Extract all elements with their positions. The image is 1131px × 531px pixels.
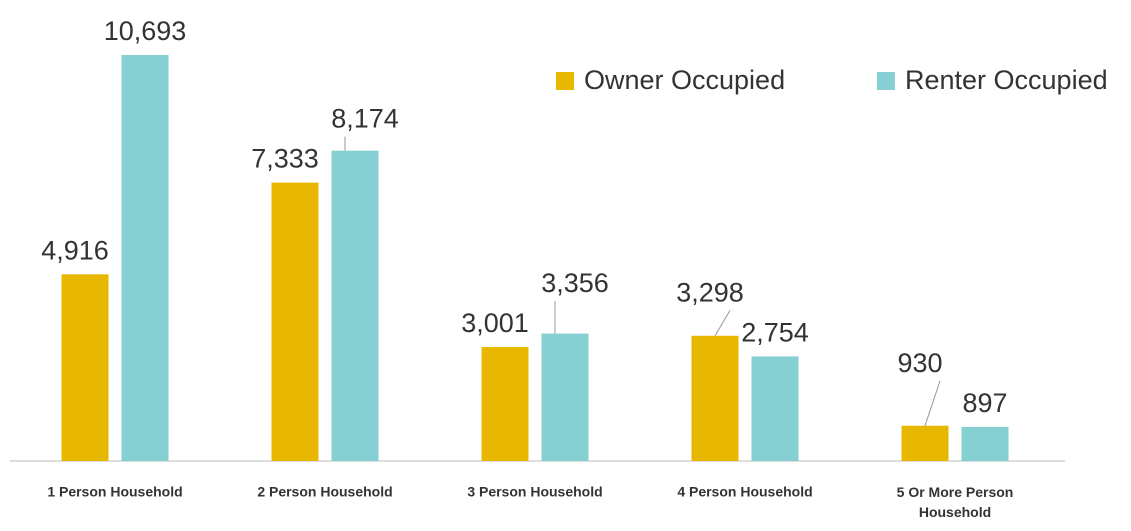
bar xyxy=(751,356,799,461)
bar xyxy=(481,347,529,461)
data-label: 930 xyxy=(897,348,942,378)
data-label: 8,174 xyxy=(331,104,399,134)
leader-line xyxy=(924,380,941,426)
legend-swatch xyxy=(556,72,574,90)
bar xyxy=(541,333,589,461)
data-label: 3,298 xyxy=(676,278,744,308)
bar xyxy=(901,425,949,461)
bar xyxy=(271,182,319,461)
x-tick-label: 2 Person Household xyxy=(257,484,392,500)
x-tick-label-line: Household xyxy=(919,504,991,520)
bar xyxy=(121,55,169,461)
x-tick-label: 1 Person Household xyxy=(47,484,182,500)
legend-label: Renter Occupied xyxy=(905,65,1108,95)
legend-label: Owner Occupied xyxy=(584,65,785,95)
x-tick-label-line: 5 Or More Person xyxy=(897,484,1014,500)
bar xyxy=(331,150,379,461)
data-label: 7,333 xyxy=(251,144,319,174)
data-label: 3,356 xyxy=(541,268,609,298)
data-label: 4,916 xyxy=(41,235,109,265)
x-tick-label: 4 Person Household xyxy=(677,484,812,500)
data-label: 3,001 xyxy=(461,308,529,338)
bar xyxy=(61,274,109,461)
x-tick-label: 5 Or More Person Household xyxy=(897,484,1014,520)
data-label: 897 xyxy=(962,388,1007,418)
data-label: 10,693 xyxy=(104,16,187,46)
x-tick-label: 3 Person Household xyxy=(467,484,602,500)
bar xyxy=(691,335,739,461)
bar xyxy=(961,426,1009,461)
data-label: 2,754 xyxy=(741,318,809,348)
leader-line xyxy=(714,310,731,337)
legend-swatch xyxy=(877,72,895,90)
